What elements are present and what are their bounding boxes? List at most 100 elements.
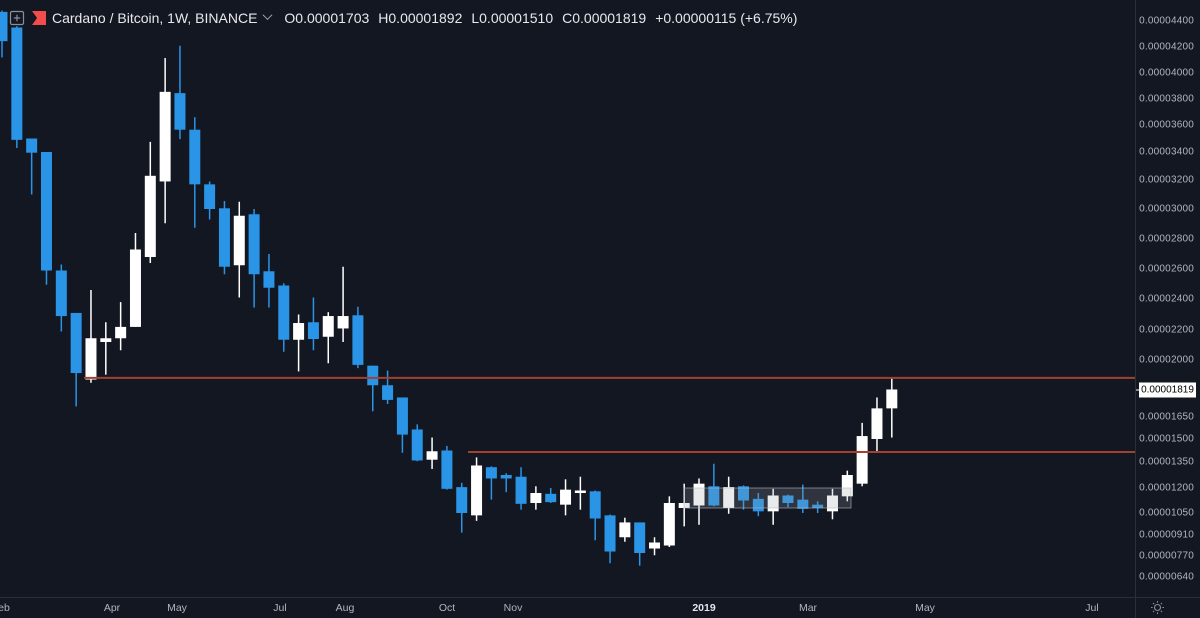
- candle-body: [723, 487, 735, 508]
- price-tick-label: 0.00001050: [1139, 507, 1194, 519]
- high-value: H0.00001892: [378, 10, 463, 26]
- candle-body: [604, 515, 616, 552]
- add-symbol-icon[interactable]: [9, 10, 25, 26]
- price-tick-label: 0.00003000: [1139, 203, 1194, 215]
- symbol-title[interactable]: Cardano / Bitcoin, 1W, BINANCE: [52, 10, 258, 26]
- price-tick-label: 0.00004000: [1139, 67, 1194, 79]
- candle-body: [574, 490, 586, 493]
- price-tick-label: 0.00002800: [1139, 233, 1194, 245]
- price-tick-label: 0.00000910: [1139, 529, 1194, 541]
- candle-body: [797, 499, 809, 509]
- price-tick-label: 0.00001350: [1139, 456, 1194, 468]
- candle-body: [263, 271, 275, 288]
- candle-body: [278, 285, 290, 340]
- open-value: O0.00001703: [284, 10, 370, 26]
- candle-body: [55, 270, 67, 317]
- time-tick-label: May: [915, 602, 935, 614]
- candle-body: [500, 475, 512, 479]
- time-axis[interactable]: eb Apr May Jul Aug Oct Nov 2019 Mar May Jul: [0, 597, 1135, 618]
- candle-body: [11, 27, 23, 140]
- candle-body: [782, 495, 794, 503]
- candle-body: [307, 322, 319, 339]
- candle-wick: [119, 302, 122, 351]
- candle-wick: [713, 463, 715, 507]
- candle-body: [560, 489, 572, 505]
- candle-wick: [342, 266, 344, 342]
- candle-body: [826, 495, 838, 512]
- price-tick-label: 0.00003400: [1139, 146, 1194, 158]
- candle-body: [85, 338, 97, 380]
- price-tick-label: 0.00004200: [1139, 41, 1194, 53]
- candle-body: [248, 214, 260, 275]
- candle-wick: [579, 476, 582, 510]
- candle-body: [337, 316, 349, 329]
- candle-body: [129, 249, 141, 327]
- price-tick-label: 0.00002200: [1139, 324, 1194, 336]
- candle-body: [485, 467, 497, 479]
- candle-body: [693, 483, 705, 506]
- last-price-label: 0.00001819: [1136, 382, 1196, 397]
- chevron-down-icon[interactable]: [262, 10, 273, 21]
- candle-body: [649, 542, 661, 549]
- time-tick-label: Jul: [1085, 602, 1099, 614]
- candle-body: [189, 129, 201, 185]
- candle-body: [841, 475, 853, 497]
- change-value: +0.00000115 (+6.75%): [655, 10, 798, 26]
- candle-wick: [297, 314, 300, 372]
- candle-body: [367, 365, 379, 386]
- candle-body: [767, 495, 779, 512]
- price-tick-label: 0.00004400: [1139, 15, 1194, 27]
- rectangle-drawing: [683, 487, 852, 509]
- candle-body: [40, 152, 52, 271]
- axis-corner: [1135, 597, 1200, 618]
- candle-body: [159, 91, 171, 182]
- candle-body: [752, 498, 764, 512]
- time-tick-label: Jul: [273, 602, 287, 614]
- candle-body: [144, 175, 156, 257]
- candle-body: [886, 389, 898, 409]
- candle-body: [871, 408, 883, 439]
- candle-body: [100, 338, 112, 342]
- candle-body: [352, 315, 364, 365]
- candle-body: [530, 493, 542, 503]
- candlestick-chart-canvas[interactable]: [0, 0, 1135, 597]
- candle-body: [70, 312, 82, 374]
- candle-body: [738, 486, 749, 501]
- candle-body: [174, 93, 186, 130]
- price-tick-label: 0.00003600: [1139, 119, 1194, 131]
- candle-body: [0, 11, 8, 42]
- candle-wick: [802, 484, 804, 513]
- time-tick-label: Apr: [103, 602, 121, 614]
- price-axis[interactable]: 0.00001819 0.00004400 0.00004200 0.0000400…: [1135, 0, 1200, 597]
- candle-body: [396, 397, 408, 435]
- candle-body: [426, 451, 438, 460]
- price-tick-label: 0.00002400: [1139, 293, 1194, 305]
- candle-wick: [30, 138, 33, 195]
- candle-body: [411, 429, 423, 461]
- brightness-sun-icon[interactable]: [1150, 600, 1165, 615]
- candle-body: [382, 385, 394, 400]
- price-tick-label: 0.00002000: [1139, 354, 1194, 366]
- time-tick-label: Mar: [798, 602, 818, 614]
- candle-body: [471, 465, 483, 516]
- candle-wick: [90, 290, 92, 383]
- candle-body: [233, 215, 245, 266]
- time-tick-label: Oct: [438, 602, 456, 614]
- time-tick-label: eb: [0, 602, 10, 614]
- candle-body: [322, 316, 334, 337]
- candle-body: [204, 184, 216, 209]
- price-tick-label: 0.00000770: [1139, 550, 1194, 562]
- candle-body: [663, 503, 675, 546]
- candle-body: [634, 522, 646, 553]
- time-tick-label: May: [167, 602, 187, 614]
- price-tick-label: 0.00003200: [1139, 174, 1194, 186]
- time-tick-label: Aug: [335, 602, 355, 614]
- candle-wick: [179, 45, 181, 140]
- price-tick-label: 0.00000640: [1139, 571, 1194, 583]
- candle-body: [619, 522, 631, 538]
- time-tick-label: Nov: [503, 602, 523, 614]
- candle-body: [515, 476, 527, 504]
- price-tick-label: 0.00001650: [1139, 411, 1194, 423]
- close-value: C0.00001819: [562, 10, 647, 26]
